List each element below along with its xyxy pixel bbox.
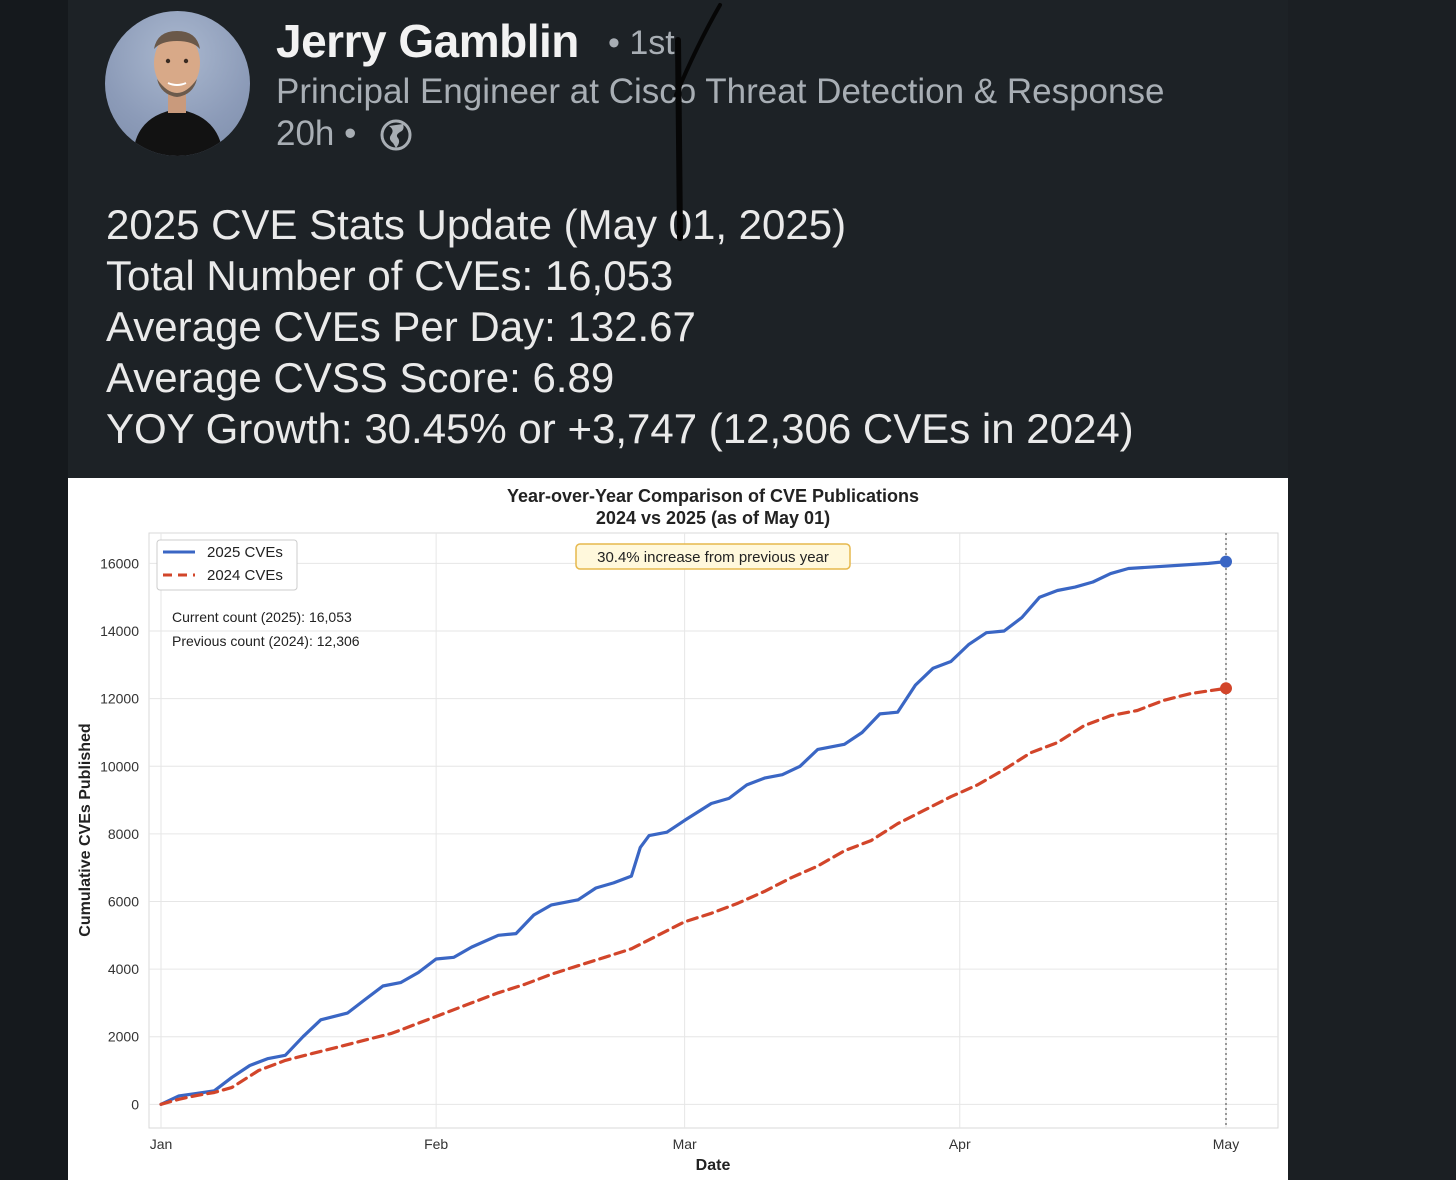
connection-degree: • 1st <box>608 24 675 62</box>
y-tick-label: 0 <box>131 1096 139 1112</box>
y-tick-label: 14000 <box>100 623 139 639</box>
y-tick-label: 8000 <box>108 826 139 842</box>
post-timestamp: 20h • <box>276 114 357 153</box>
series-line <box>159 686 1228 1106</box>
x-tick-label: Apr <box>949 1136 971 1152</box>
series-end-point <box>1220 555 1232 568</box>
y-tick-label: 10000 <box>100 758 139 774</box>
y-axis-label: Cumulative CVEs Published <box>77 723 94 936</box>
left-page-margin <box>0 0 68 1180</box>
increase-annotation: 30.4% increase from previous year <box>597 549 829 566</box>
y-tick-label: 4000 <box>108 961 139 977</box>
post-line: YOY Growth: 30.45% or +3,747 (12,306 CVE… <box>106 405 1134 452</box>
chart-image: 0 2000 4000 6000 8000 10000 12000 14000 16000 Jan… <box>68 478 1288 1180</box>
count-text: Current count (2025): 16,053 <box>172 609 352 625</box>
right-page-margin <box>1288 0 1456 1180</box>
author-name[interactable]: Jerry Gamblin <box>276 15 579 67</box>
chart-subtitle: 2024 vs 2025 (as of May 01) <box>596 508 830 528</box>
series-end-point <box>1220 682 1232 695</box>
x-tick-label: May <box>1213 1136 1239 1152</box>
post-line: Average CVEs Per Day: 132.67 <box>106 303 696 350</box>
x-axis-label: Date <box>696 1157 731 1174</box>
increase-annotation-box <box>575 543 851 570</box>
post-line: Total Number of CVEs: 16,053 <box>106 252 674 299</box>
post-line: Average CVSS Score: 6.89 <box>106 354 615 401</box>
series-line <box>159 560 1228 1106</box>
y-tick-label: 2000 <box>108 1029 139 1045</box>
cve-chart: 0 2000 4000 6000 8000 10000 12000 14000 16000 Jan… <box>77 486 1279 1174</box>
legend-label: 2024 CVEs <box>207 567 283 584</box>
post-line: 2025 CVE Stats Update (May 01, 2025) <box>106 201 847 248</box>
author-headline: Principal Engineer at Cisco Threat Detec… <box>276 72 1165 111</box>
plot-area <box>148 532 1279 1129</box>
y-tick-label: 12000 <box>100 691 139 707</box>
x-tick-label: Mar <box>673 1136 697 1152</box>
y-tick-label: 16000 <box>100 555 139 571</box>
count-text: Previous count (2024): 12,306 <box>172 633 360 649</box>
globe-icon <box>380 119 412 151</box>
avatar-photo <box>133 31 223 156</box>
x-tick-label: Feb <box>424 1136 448 1152</box>
chart-title: Year-over-Year Comparison of CVE Publica… <box>507 486 919 506</box>
x-tick-label: Jan <box>150 1136 173 1152</box>
post-text: 2025 CVE Stats Update (May 01, 2025) Tot… <box>106 199 1134 454</box>
author-avatar[interactable] <box>105 11 250 156</box>
legend-label: 2025 CVEs <box>207 544 283 561</box>
y-tick-label: 6000 <box>108 893 139 909</box>
